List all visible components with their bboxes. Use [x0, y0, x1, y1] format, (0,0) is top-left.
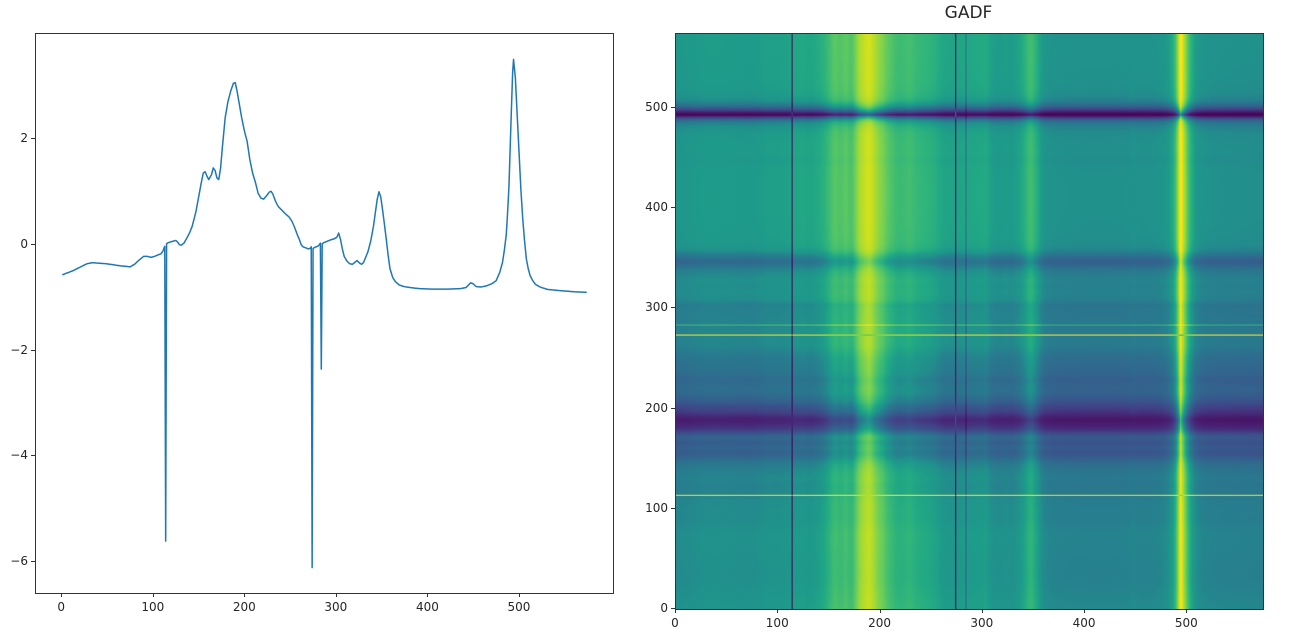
x-tick-mark: [335, 593, 337, 597]
x-tick-label: 300: [324, 600, 348, 614]
signal-line: [61, 58, 587, 569]
x-tick-label: 400: [415, 600, 439, 614]
y-tick-mark: [671, 307, 675, 309]
x-tick-mark: [61, 593, 63, 597]
left-axes-signal-plot: [35, 33, 614, 594]
signal-line-plot: [61, 58, 587, 569]
x-tick-mark: [675, 609, 676, 613]
y-tick-mark: [671, 107, 675, 109]
right-axes-gadf-heatmap: [675, 33, 1264, 610]
x-tick-label: 100: [765, 616, 789, 630]
x-tick-mark: [152, 593, 154, 597]
y-tick-label: 500: [645, 100, 668, 115]
x-tick-label: 500: [1174, 616, 1198, 630]
gadf-title: GADF: [944, 3, 993, 23]
y-tick-label: 300: [645, 300, 668, 315]
y-tick-label: −6: [10, 554, 28, 569]
x-tick-label: 200: [868, 616, 891, 630]
x-tick-mark: [1186, 609, 1188, 613]
x-tick-label: 300: [970, 616, 994, 630]
y-tick-mark: [671, 407, 675, 409]
y-tick-label: −4: [10, 448, 28, 463]
y-tick-mark: [31, 137, 35, 139]
y-tick-mark: [31, 455, 35, 457]
y-tick-label: −2: [10, 342, 28, 357]
x-tick-label: 0: [57, 600, 66, 614]
x-tick-mark: [427, 593, 429, 597]
y-tick-label: 0: [20, 236, 28, 251]
x-tick-label: 100: [141, 600, 165, 614]
y-tick-mark: [31, 349, 35, 351]
x-tick-mark: [981, 609, 983, 613]
y-tick-label: 0: [660, 601, 668, 615]
x-tick-mark: [518, 593, 520, 597]
x-tick-mark: [1084, 609, 1086, 613]
x-tick-label: 200: [232, 600, 256, 614]
x-tick-mark: [244, 593, 246, 597]
x-tick-label: 0: [671, 616, 679, 630]
y-tick-mark: [31, 561, 35, 563]
x-tick-mark: [879, 609, 881, 613]
y-tick-label: 400: [645, 200, 668, 215]
x-tick-label: 500: [507, 600, 531, 614]
y-tick-mark: [671, 608, 675, 609]
y-tick-label: 2: [20, 130, 28, 145]
x-tick-label: 400: [1072, 616, 1096, 630]
y-tick-mark: [671, 507, 675, 509]
gadf-heatmap-canvas: [676, 34, 1263, 609]
y-tick-label: 100: [645, 500, 668, 515]
y-tick-label: 200: [645, 400, 668, 415]
y-tick-mark: [671, 207, 675, 209]
x-tick-mark: [777, 609, 779, 613]
y-tick-mark: [31, 243, 35, 245]
